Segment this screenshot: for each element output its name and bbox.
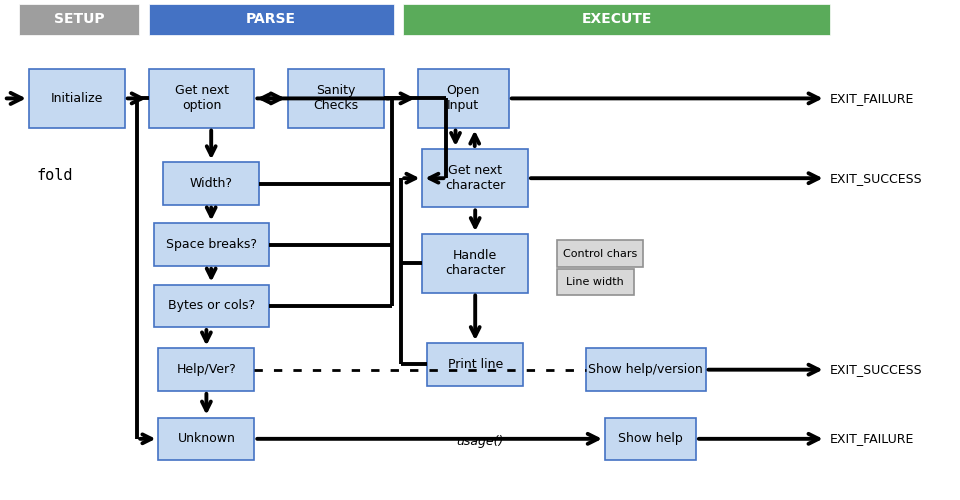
FancyBboxPatch shape	[158, 418, 254, 460]
FancyBboxPatch shape	[422, 234, 528, 292]
Text: PARSE: PARSE	[246, 12, 297, 26]
Text: EXIT_SUCCESS: EXIT_SUCCESS	[829, 172, 922, 184]
Text: Help/Ver?: Help/Ver?	[177, 363, 236, 376]
Text: Get next
character: Get next character	[445, 164, 505, 192]
Text: EXIT_FAILURE: EXIT_FAILURE	[829, 92, 914, 105]
Text: Control chars: Control chars	[563, 248, 637, 258]
FancyBboxPatch shape	[154, 224, 269, 266]
FancyBboxPatch shape	[163, 162, 259, 205]
Text: Show help/version: Show help/version	[588, 363, 703, 376]
Text: Bytes or cols?: Bytes or cols?	[168, 300, 254, 312]
FancyBboxPatch shape	[149, 4, 394, 34]
Text: EXIT_SUCCESS: EXIT_SUCCESS	[829, 363, 922, 376]
FancyBboxPatch shape	[149, 69, 254, 128]
FancyBboxPatch shape	[557, 240, 643, 267]
Text: Handle
character: Handle character	[445, 250, 505, 278]
FancyBboxPatch shape	[605, 418, 696, 460]
FancyBboxPatch shape	[403, 4, 830, 34]
FancyBboxPatch shape	[29, 69, 125, 128]
Text: Get next
option: Get next option	[175, 84, 228, 112]
Text: Width?: Width?	[190, 177, 232, 190]
FancyBboxPatch shape	[19, 4, 139, 34]
FancyBboxPatch shape	[422, 149, 528, 208]
Text: Print line: Print line	[447, 358, 503, 371]
FancyBboxPatch shape	[418, 69, 509, 128]
Text: EXECUTE: EXECUTE	[582, 12, 652, 26]
FancyBboxPatch shape	[158, 348, 254, 391]
Text: Initialize: Initialize	[51, 92, 103, 105]
Text: EXIT_FAILURE: EXIT_FAILURE	[829, 432, 914, 446]
Text: usage(): usage()	[456, 435, 504, 448]
Text: Show help: Show help	[618, 432, 683, 446]
Text: SETUP: SETUP	[54, 12, 105, 26]
FancyBboxPatch shape	[586, 348, 706, 391]
Text: Sanity
Checks: Sanity Checks	[313, 84, 359, 112]
Text: Open
Input: Open Input	[446, 84, 480, 112]
Text: Unknown: Unknown	[178, 432, 235, 446]
Text: Space breaks?: Space breaks?	[166, 238, 256, 251]
Text: Line width: Line width	[566, 277, 624, 287]
FancyBboxPatch shape	[557, 268, 634, 295]
Text: fold: fold	[36, 168, 73, 183]
FancyBboxPatch shape	[288, 69, 384, 128]
FancyBboxPatch shape	[427, 343, 523, 386]
FancyBboxPatch shape	[154, 284, 269, 327]
